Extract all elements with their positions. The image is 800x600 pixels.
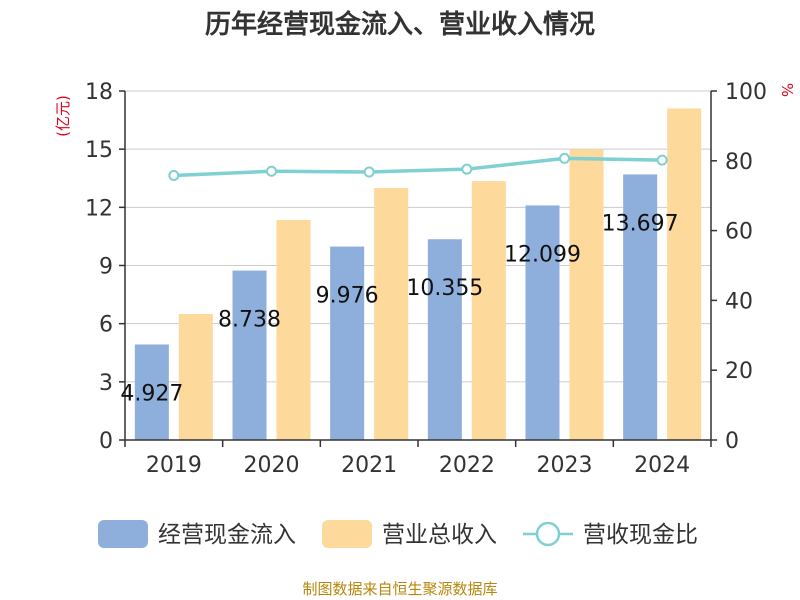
data-label: 13.697 [602, 211, 679, 236]
bar-cash-inflow [330, 246, 365, 440]
right-axis-tick-label: 40 [725, 289, 753, 314]
ratio-point [266, 165, 277, 177]
gridlines [125, 90, 711, 383]
bar-cash-inflow [623, 174, 658, 440]
legend-swatch [98, 520, 148, 548]
data-label: 8.738 [218, 308, 281, 333]
left-axis-unit: (亿元) [54, 95, 72, 137]
source-note: 制图数据来自恒生聚源数据库 [302, 580, 497, 598]
data-label: 9.976 [316, 284, 379, 309]
ratio-point [656, 154, 668, 166]
data-label: 4.927 [120, 381, 183, 406]
data-label: 12.099 [504, 242, 581, 267]
x-axis-tick-label: 2024 [634, 453, 690, 478]
bar-cash-inflow [134, 344, 169, 440]
bar-revenue [667, 108, 702, 440]
left-axis-tick-label: 3 [99, 371, 113, 396]
ratio-point [461, 163, 473, 175]
bar-revenue [276, 219, 311, 440]
right-axis-tick-label: 80 [725, 150, 753, 175]
data-label: 10.355 [406, 276, 483, 301]
line-series [168, 152, 668, 181]
data-labels: 4.927 8.738 9.976 10.355 12.099 13.697 [120, 211, 678, 406]
left-axis-tick-label: 9 [99, 255, 113, 280]
left-axis-tick-label: 6 [99, 313, 113, 338]
ratio-point [559, 152, 570, 164]
x-axis-tick-label: 2023 [537, 453, 593, 478]
left-axis-tick-label: 0 [99, 429, 113, 454]
legend-swatch [322, 520, 372, 548]
bar-cash-inflow [427, 239, 462, 440]
ratio-point [168, 169, 180, 181]
x-axis-tick-label: 2022 [439, 453, 495, 478]
ratio-line [173, 156, 663, 178]
bar-revenue [374, 187, 409, 440]
legend-label: 营收现金比 [583, 522, 698, 548]
bar-revenue [569, 149, 604, 440]
chart-title: 历年经营现金流入、营业收入情况 [205, 9, 595, 40]
left-axis-tick-label: 12 [85, 196, 113, 221]
left-axis-tick-label: 15 [85, 138, 113, 163]
x-axis-tick-label: 2019 [146, 453, 202, 478]
ratio-point [363, 166, 375, 178]
axes: 0 3 6 9 12 15 18 0 20 40 60 80 100 2019 2020 2021 2022 20… [85, 80, 767, 478]
right-axis-tick-label: 100 [725, 80, 767, 105]
legend-label: 营业总收入 [382, 522, 497, 548]
bar-cash-inflow [232, 270, 267, 440]
right-axis-tick-label: 20 [725, 359, 753, 384]
x-axis-tick-label: 2021 [341, 453, 397, 478]
bar-revenue [471, 181, 506, 441]
bar-revenue [178, 313, 213, 440]
right-axis-tick-label: 60 [725, 220, 753, 245]
bars [134, 108, 702, 441]
bar-cash-inflow [525, 205, 560, 440]
legend-swatch-marker [535, 521, 561, 547]
right-axis-tick-label: 0 [725, 429, 739, 454]
left-axis-tick-label: 18 [85, 80, 113, 105]
legend-label: 经营现金流入 [158, 522, 296, 548]
legend: 经营现金流入 营业总收入 营收现金比 [98, 520, 698, 548]
right-axis-unit: % [778, 83, 796, 97]
x-axis-tick-label: 2020 [244, 453, 300, 478]
